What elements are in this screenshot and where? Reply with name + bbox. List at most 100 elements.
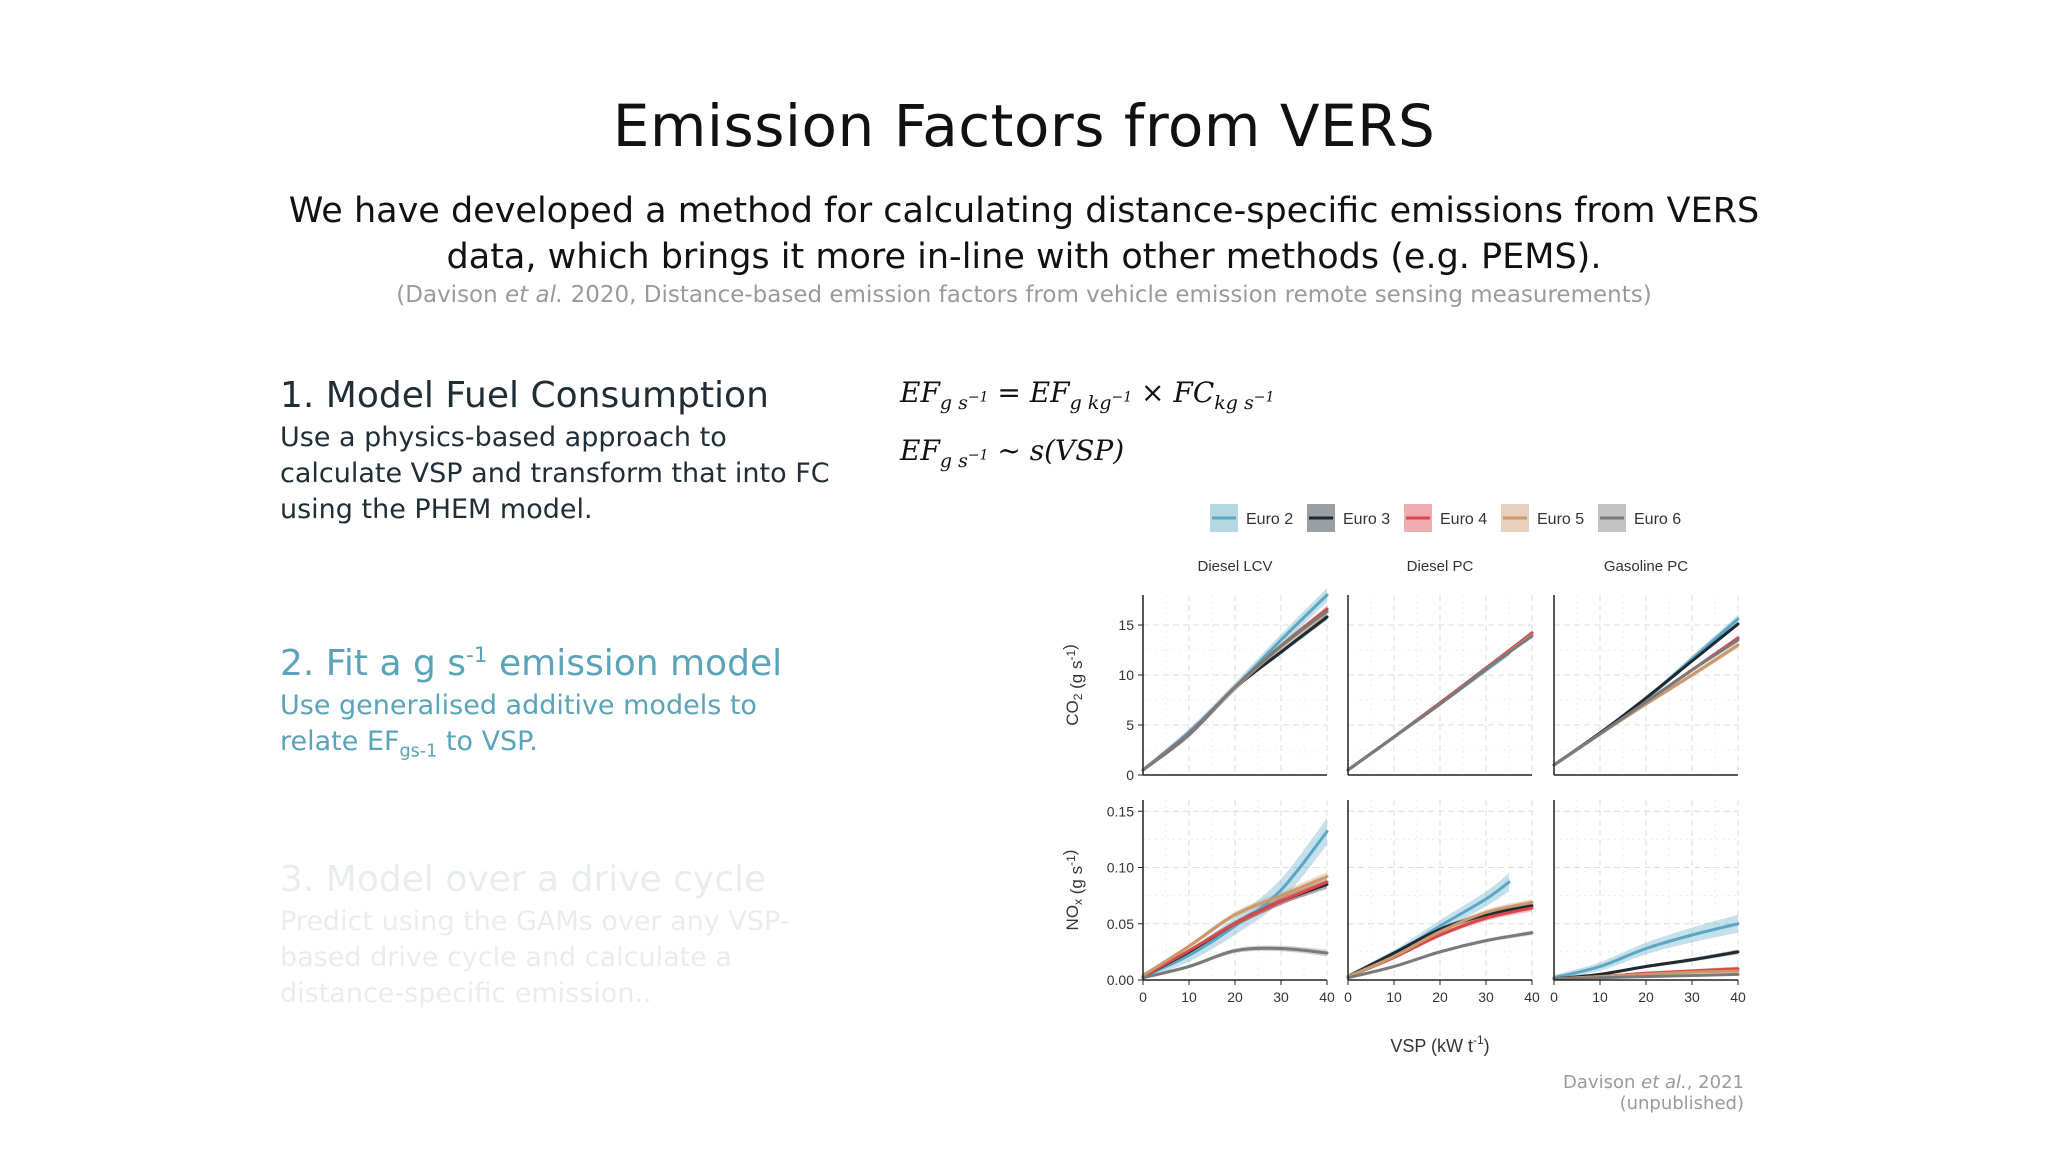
legend-label: Euro 5	[1537, 511, 1584, 528]
x-tick-label: 30	[1478, 989, 1494, 1005]
step-1-body: Use a physics-based approach to calculat…	[280, 422, 830, 525]
x-tick-label: 0	[1344, 989, 1352, 1005]
legend-item: Euro 6	[1598, 504, 1681, 532]
step-3-heading: 3. Model over a drive cycle	[280, 859, 767, 900]
x-tick-label: 30	[1684, 989, 1700, 1005]
x-tick-label: 0	[1550, 989, 1558, 1005]
facet-panel	[1346, 595, 1534, 776]
x-axis-label: VSP (kW t-1)	[1390, 1033, 1489, 1056]
y-tick-label: 0.15	[1107, 803, 1134, 819]
y-axis-label-part: (g s	[1067, 661, 1086, 694]
step-1: 1. Model Fuel Consumption Use a physics-…	[280, 374, 840, 528]
series-line	[1141, 880, 1329, 979]
y-axis-label-part: NO	[1063, 905, 1082, 931]
x-tick-label: 10	[1181, 989, 1197, 1005]
y-tick-label: 15	[1118, 617, 1134, 633]
x-tick-label: 40	[1319, 989, 1335, 1005]
step-2: 2. Fit a g s-1 emission model Use genera…	[280, 634, 840, 769]
facet-panel: 0 10 20 30 40	[1550, 800, 1746, 1005]
legend-item: Euro 4	[1404, 504, 1487, 532]
legend-label: Euro 2	[1246, 511, 1293, 528]
subtitle-line-1: We have developed a method for calculati…	[288, 191, 1760, 231]
legend-label: Euro 3	[1343, 511, 1390, 528]
slide-subtitle: We have developed a method for calculati…	[250, 188, 1798, 280]
step-2-body: Use generalised additive models to relat…	[280, 688, 840, 769]
figure-credit-pre: Davison	[1563, 1072, 1642, 1093]
x-tick-label: 20	[1638, 989, 1654, 1005]
series-line	[1141, 830, 1329, 979]
step-2-heading-post: emission model	[487, 643, 783, 684]
y-axis-label-part: (g s	[1067, 866, 1086, 899]
facet-panel: 0 10 20 30 40	[1344, 800, 1540, 1005]
citation: (Davison et al. 2020, Distance-based emi…	[0, 282, 2048, 308]
figure-credit-etal: et al.	[1641, 1072, 1687, 1093]
y-tick-label: 0.00	[1107, 972, 1134, 988]
step-2-body-pre: Use generalised additive models to relat…	[280, 690, 757, 757]
slide-title: Emission Factors from VERS	[612, 92, 1436, 160]
facet-title: Diesel PC	[1407, 558, 1474, 575]
x-tick-label: 10	[1386, 989, 1402, 1005]
x-tick-label: 10	[1592, 989, 1608, 1005]
facet-title: Diesel LCV	[1197, 558, 1272, 575]
y-axis-label-part: -1	[1064, 650, 1078, 661]
x-axis-label-part: )	[1484, 1036, 1490, 1056]
x-tick-label: 20	[1432, 989, 1448, 1005]
legend-label: Euro 6	[1634, 511, 1681, 528]
step-3-body: Predict using the GAMs over any VSP-base…	[280, 906, 790, 1009]
step-2-body-post: to VSP.	[437, 726, 538, 757]
y-axis-label-part: CO	[1063, 700, 1082, 726]
facet-panel: 0 5 10 15	[1118, 588, 1329, 783]
emission-chart: Euro 2 Euro 3 Euro 4 Euro 5 Euro 6 Diesel LCV…	[1060, 504, 1746, 1056]
step-2-body-sub: gs-1	[399, 741, 438, 762]
citation-post: 2020, Distance-based emission factors fr…	[563, 282, 1652, 308]
figure-credit: Davison et al., 2021 (unpublished)	[1460, 1072, 1744, 1114]
x-tick-label: 40	[1524, 989, 1540, 1005]
y-axis-label: CO2 (g s-1)	[1060, 644, 1086, 726]
x-axis-label-part: VSP (kW t	[1390, 1036, 1473, 1056]
series-line	[1346, 900, 1534, 979]
series-line	[1346, 634, 1534, 772]
y-axis-label-part: x	[1071, 899, 1085, 905]
x-tick-label: 0	[1139, 989, 1147, 1005]
x-axis-label-part: -1	[1473, 1033, 1484, 1047]
x-tick-label: 40	[1730, 989, 1746, 1005]
figure-credit-post: , 2021 (unpublished)	[1619, 1072, 1744, 1114]
series-line	[1346, 904, 1534, 979]
legend-item: Euro 2	[1210, 504, 1293, 532]
y-axis-label-part: )	[1060, 644, 1079, 650]
legend-label: Euro 4	[1440, 511, 1487, 528]
subtitle-line-2: data, which brings it more in-line with …	[446, 237, 1602, 277]
facet-title: Gasoline PC	[1604, 558, 1688, 575]
step-2-heading: 2. Fit a g s-1 emission model	[280, 634, 840, 686]
series-line	[1552, 972, 1740, 981]
facet-panel: 0.00 0.05 0.10 0.15 0 10 20 30 40	[1107, 800, 1335, 1005]
y-tick-label: 0.05	[1107, 916, 1134, 932]
confidence-band	[1143, 609, 1327, 771]
y-axis-label-part: -1	[1064, 855, 1078, 866]
step-1-heading: 1. Model Fuel Consumption	[280, 375, 769, 416]
confidence-band	[1143, 872, 1327, 977]
series-line	[1141, 609, 1329, 772]
y-axis-label-part: )	[1060, 850, 1079, 856]
y-tick-label: 10	[1118, 667, 1134, 683]
x-tick-label: 30	[1273, 989, 1289, 1005]
citation-pre: (Davison	[396, 282, 506, 308]
facet-panel	[1552, 595, 1740, 776]
y-tick-label: 0.10	[1107, 860, 1134, 876]
equation-2: EFg s−1 ~ s(VSP)	[900, 434, 1125, 472]
y-tick-label: 0	[1126, 767, 1134, 783]
step-3: 3. Model over a drive cycle Predict usin…	[280, 858, 840, 1012]
series-line	[1346, 931, 1534, 980]
equation-1: EFg s−1 = EFg kg−1 × FCkg s−1	[900, 376, 1275, 414]
y-axis-label-part: 2	[1071, 693, 1085, 700]
citation-etal: et al.	[505, 282, 564, 308]
series-line	[1141, 946, 1329, 980]
legend-item: Euro 5	[1501, 504, 1584, 532]
legend-item: Euro 3	[1307, 504, 1390, 532]
step-2-heading-pre: 2. Fit a g s	[280, 643, 466, 684]
x-tick-label: 20	[1227, 989, 1243, 1005]
series-line	[1141, 875, 1329, 977]
y-tick-label: 5	[1126, 717, 1134, 733]
y-axis-label: NOx (g s-1)	[1060, 850, 1086, 931]
series-line	[1552, 922, 1740, 980]
